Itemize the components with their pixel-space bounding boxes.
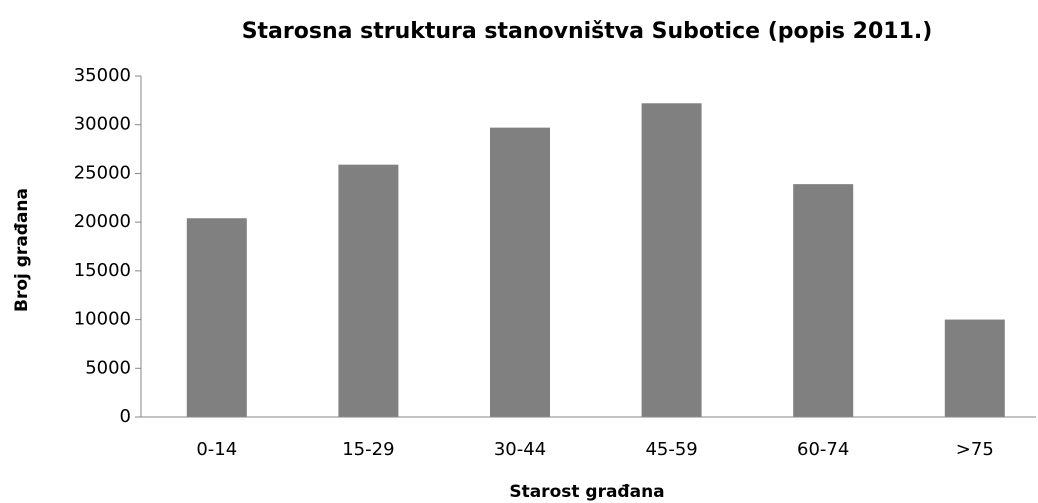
x-axis-title: Starost građana (509, 482, 664, 502)
bar (793, 184, 854, 417)
x-tick-label: 0-14 (196, 439, 237, 460)
y-tick-label: 5000 (85, 357, 131, 378)
x-tick-label: 15-29 (342, 439, 394, 460)
y-tick-label: 30000 (74, 114, 131, 135)
chart-title: Starosna struktura stanovništva Subotice… (242, 19, 933, 44)
y-tick-label: 0 (120, 406, 131, 427)
x-tick-label: >75 (956, 439, 994, 460)
x-tick-label: 60-74 (797, 439, 849, 460)
bar (186, 218, 247, 417)
bar (338, 164, 399, 417)
bar (944, 319, 1005, 417)
y-tick-label: 25000 (74, 162, 131, 183)
y-tick-label: 35000 (74, 65, 131, 86)
x-tick-label: 45-59 (645, 439, 697, 460)
y-tick-label: 15000 (74, 260, 131, 281)
y-tick-label: 20000 (74, 211, 131, 232)
x-tick-label: 30-44 (494, 439, 546, 460)
bar (641, 103, 702, 417)
bar (490, 127, 550, 417)
y-axis-title: Broj građana (12, 188, 32, 312)
y-tick-label: 10000 (74, 309, 131, 330)
